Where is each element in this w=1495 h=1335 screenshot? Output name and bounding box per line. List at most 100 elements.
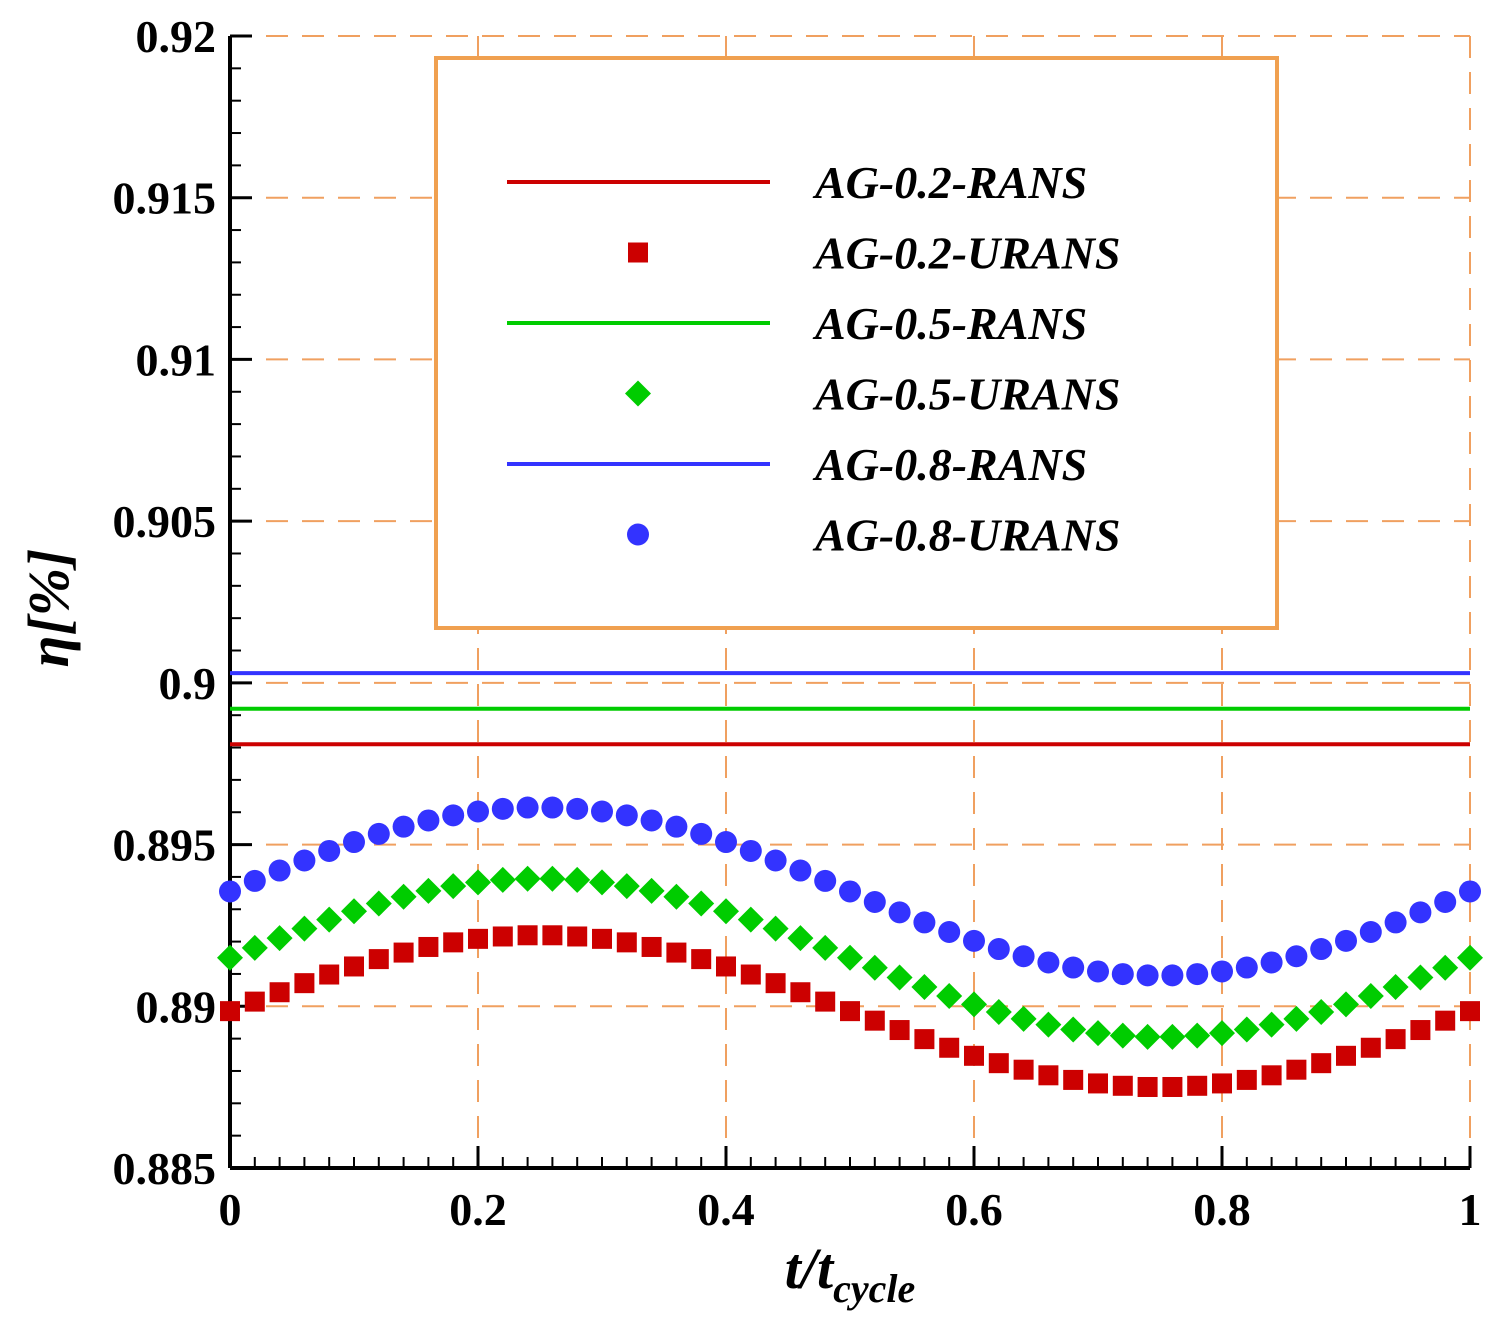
series-ag-08-urans-point [566, 797, 589, 820]
series-ag-02-urans-point [244, 991, 265, 1012]
series-ag-05-urans-point [1333, 991, 1359, 1018]
series-ag-02-urans-point [517, 925, 538, 946]
series-ag-05-urans-point [1085, 1020, 1111, 1047]
series-ag-05-urans-point [489, 866, 516, 893]
series-ag-05-urans-point [1035, 1011, 1062, 1038]
series-ag-08-urans-point [1359, 920, 1382, 943]
series-ag-08-urans-point [839, 880, 861, 903]
series-ag-02-urans-point [666, 942, 687, 963]
series-ag-05-urans-point [1382, 973, 1409, 1000]
tick-labels: 0 0.2 0.4 0.6 0.8 1 0.885 0.89 0.895 0.9 0.905 0.91… [113, 11, 1482, 1235]
series-ag-05-urans-point [638, 877, 665, 904]
series-ag-05-urans-point [886, 964, 913, 991]
series-ag-05-urans-point [1159, 1023, 1186, 1050]
series-ag-02-urans-point [1261, 1065, 1282, 1086]
series-ag-08-urans-point [913, 911, 936, 934]
series-ag-08-urans-point [789, 859, 812, 882]
legend-swatch-ag-02-urans [628, 242, 648, 263]
series-ag-05-urans-point [713, 898, 739, 925]
legend-label-ag-05-rans: AG-0.5-RANS [812, 298, 1087, 349]
series-ag-08-urans-point [1459, 880, 1481, 903]
series-ag-05-urans-point [911, 973, 938, 1000]
series-ag-02-urans-point [988, 1053, 1009, 1074]
y-tick-label: 0.92 [136, 11, 217, 62]
series-ag-08-urans-point [1062, 956, 1085, 979]
series-ag-05-urans-point [1258, 1011, 1285, 1038]
series-ag-05-urans-point [837, 944, 863, 971]
series-ag-05-urans-point [1283, 1005, 1310, 1032]
series-ag-02-urans-point [1336, 1045, 1356, 1066]
series-ag-05-urans-point [762, 915, 789, 942]
series-ag-02-urans-point [1360, 1037, 1381, 1058]
x-tick-label: 1 [1459, 1184, 1482, 1235]
series-ag-08-urans-point [417, 809, 440, 832]
series-ag-08-urans-point [863, 891, 886, 914]
series-ag-02-urans-point [1162, 1076, 1183, 1097]
series-ag-05-urans-point [1233, 1016, 1260, 1043]
series-ag-02-urans-point [1236, 1069, 1257, 1090]
series-ag-08-urans-point [1384, 911, 1407, 934]
series-ag-08-urans-point [1037, 951, 1060, 974]
series-ag-05-urans-point [1432, 954, 1459, 981]
series-ag-08-urans-point [640, 809, 663, 832]
y-tick-label: 0.9 [159, 658, 217, 709]
x-tick-label: 0.4 [697, 1184, 755, 1235]
y-tick-label: 0.915 [113, 173, 217, 224]
series-ag-05-urans-point [1184, 1022, 1211, 1049]
series-ag-08-urans-point [1136, 964, 1159, 987]
series-ag-02-urans-point [914, 1029, 935, 1050]
legend-label-ag-08-urans: AG-0.8-URANS [812, 510, 1120, 561]
x-axis-title-sub: cycle [833, 1266, 915, 1311]
series-ag-02-urans-point [344, 956, 364, 977]
series-ag-05-urans-point [737, 906, 764, 933]
series-ag-02-urans-point [1088, 1073, 1108, 1094]
series-ag-08-urans-point [739, 839, 762, 862]
series-ag-05-urans-point [266, 925, 293, 952]
x-tick-label: 0.8 [1193, 1184, 1251, 1235]
series-ag-02-urans-point [939, 1037, 960, 1058]
series-ag-02-urans-point [1435, 1010, 1456, 1031]
series-ag-08-urans-point [1235, 956, 1258, 979]
series-ag-02-urans-point [840, 1001, 860, 1022]
series-ag-02-urans-point [1410, 1020, 1431, 1041]
series-ag-02-urans-point [1063, 1069, 1084, 1090]
series-ag-05-urans-point [291, 915, 318, 942]
series-ag-05-urans-point [415, 877, 442, 904]
series-ag-02-urans-point [864, 1010, 885, 1031]
series-ag-05-urans-point [663, 883, 690, 910]
series-ag-08-urans-point [516, 796, 539, 819]
legend-label-ag-02-urans: AG-0.2-URANS [812, 228, 1120, 279]
series-ag-08-urans-point [615, 804, 638, 827]
series-ag-02-urans-point [567, 926, 588, 947]
series-ag-08-urans-point [243, 869, 266, 892]
series-ag-02-urans-point [616, 932, 637, 953]
series-ag-08-urans-point [442, 804, 465, 827]
series-ag-08-urans-point [491, 797, 514, 820]
series-ag-02-urans-point [319, 964, 340, 985]
y-tick-label: 0.885 [113, 1143, 217, 1194]
series-ag-08-urans-point [814, 869, 837, 892]
series-ag-08-urans-point [392, 815, 415, 838]
series-ag-05-urans-point [1357, 982, 1384, 1009]
series-ag-05-urans-point [316, 906, 343, 933]
series-ag-02-urans-point [294, 973, 315, 994]
series-ag-05-urans-point [341, 898, 367, 925]
x-axis-title-main: t/t [785, 1236, 835, 1301]
series-ag-02-urans-point [492, 926, 513, 947]
series-ag-05-urans-point [365, 890, 392, 917]
series-ag-05-urans-point [613, 873, 640, 900]
series-ag-02-urans-point [1137, 1076, 1158, 1097]
series-ag-02-urans-point [1460, 1001, 1480, 1022]
series-ag-08-urans-point [293, 849, 316, 872]
series-ag-05-urans-point [390, 883, 417, 910]
ticks [228, 34, 1472, 1170]
series-ag-02-urans-point [393, 942, 414, 963]
y-tick-label: 0.895 [113, 820, 217, 871]
y-axis-title: η[%] [16, 549, 81, 668]
series-ag-05-urans-point [985, 999, 1012, 1026]
series-ag-08-urans-point [268, 859, 291, 882]
x-tick-label: 0.2 [449, 1184, 507, 1235]
series-ag-02-urans-point [468, 928, 488, 949]
series-ag-08-urans-point [665, 815, 688, 838]
x-tick-label: 0.6 [945, 1184, 1003, 1235]
